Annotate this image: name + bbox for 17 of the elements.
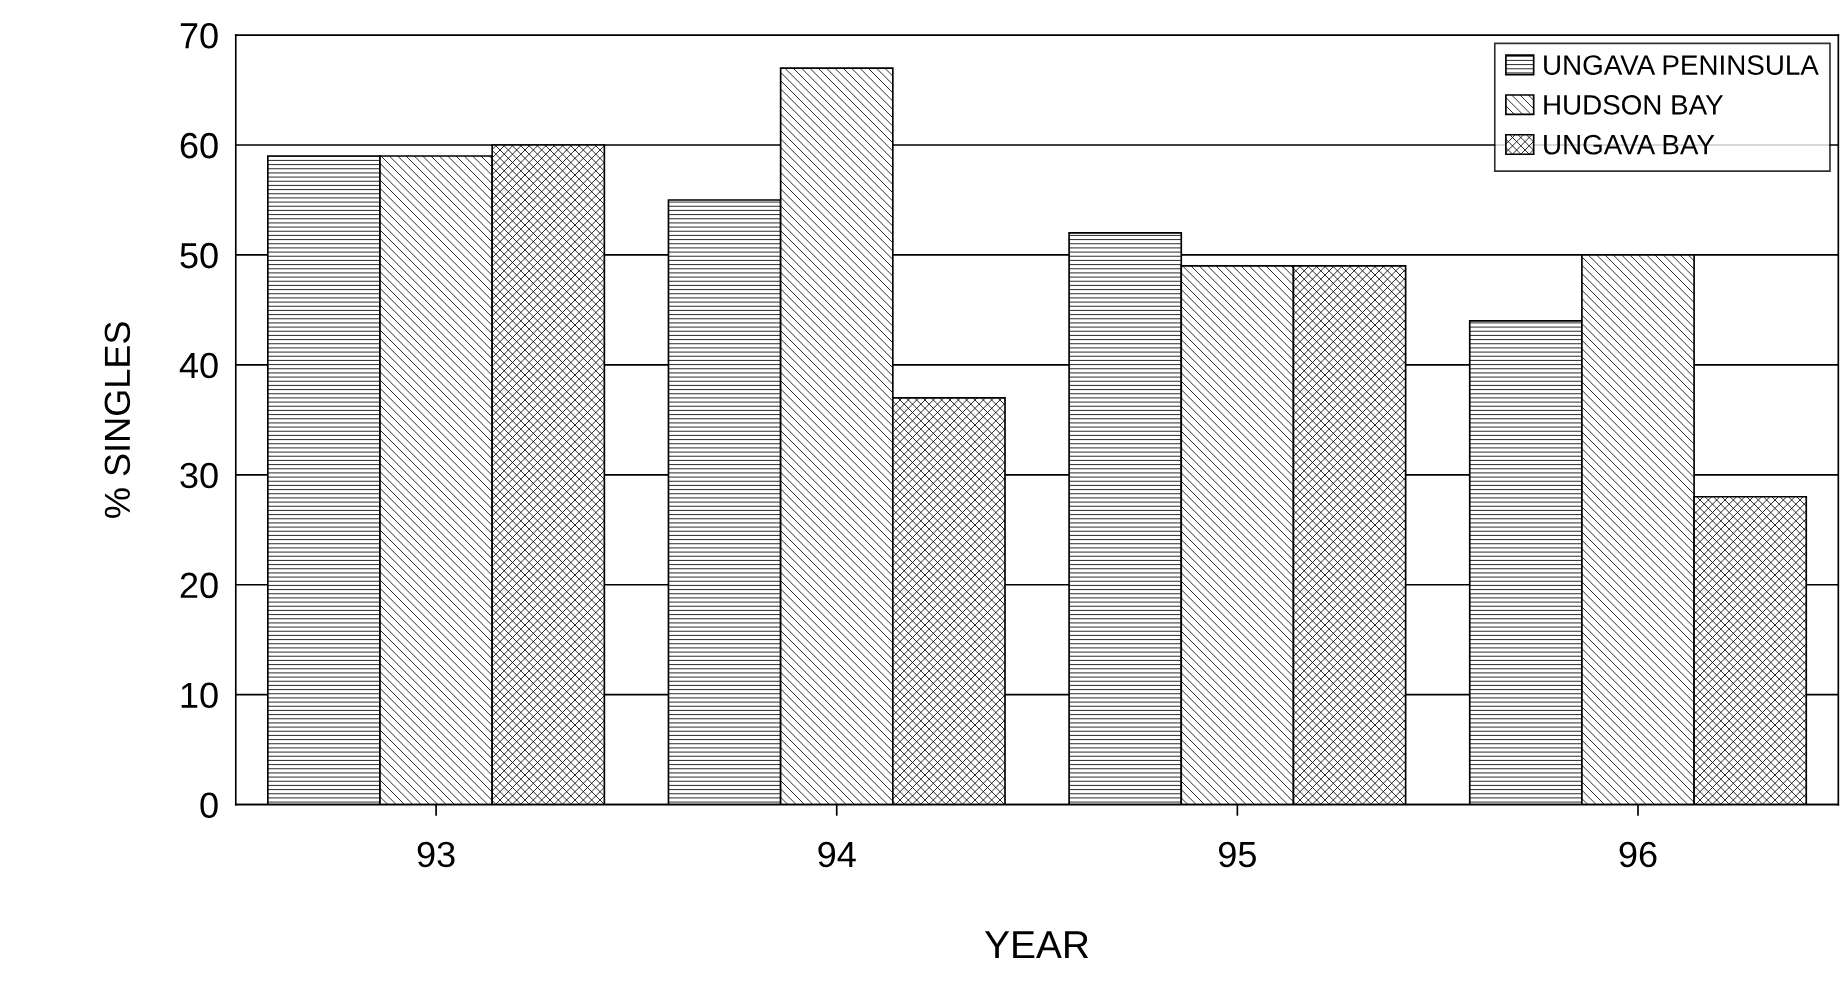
y-tick-label: 60 bbox=[180, 132, 218, 159]
y-tick-label: 0 bbox=[200, 792, 218, 819]
x-tick-label: 93 bbox=[417, 841, 455, 868]
x-tick-label: 95 bbox=[1218, 841, 1256, 868]
x-tick-label: 96 bbox=[1619, 841, 1657, 868]
y-tick-label: 70 bbox=[180, 22, 218, 49]
y-tick-label: 30 bbox=[180, 462, 218, 489]
y-tick-label: 10 bbox=[181, 682, 218, 709]
legend-label: UNGAVA BAY bbox=[1544, 134, 1715, 155]
y-axis-title: % SINGLES bbox=[104, 322, 131, 518]
x-axis-title: YEAR bbox=[984, 931, 1089, 959]
x-tick-label: 94 bbox=[818, 841, 856, 868]
y-tick-label: 20 bbox=[180, 572, 218, 599]
y-tick-label: 40 bbox=[179, 352, 218, 379]
y-tick-label: 50 bbox=[180, 242, 218, 269]
legend-label: UNGAVA PENINSULA bbox=[1544, 55, 1819, 75]
legend-label: HUDSON BAY bbox=[1544, 95, 1724, 115]
